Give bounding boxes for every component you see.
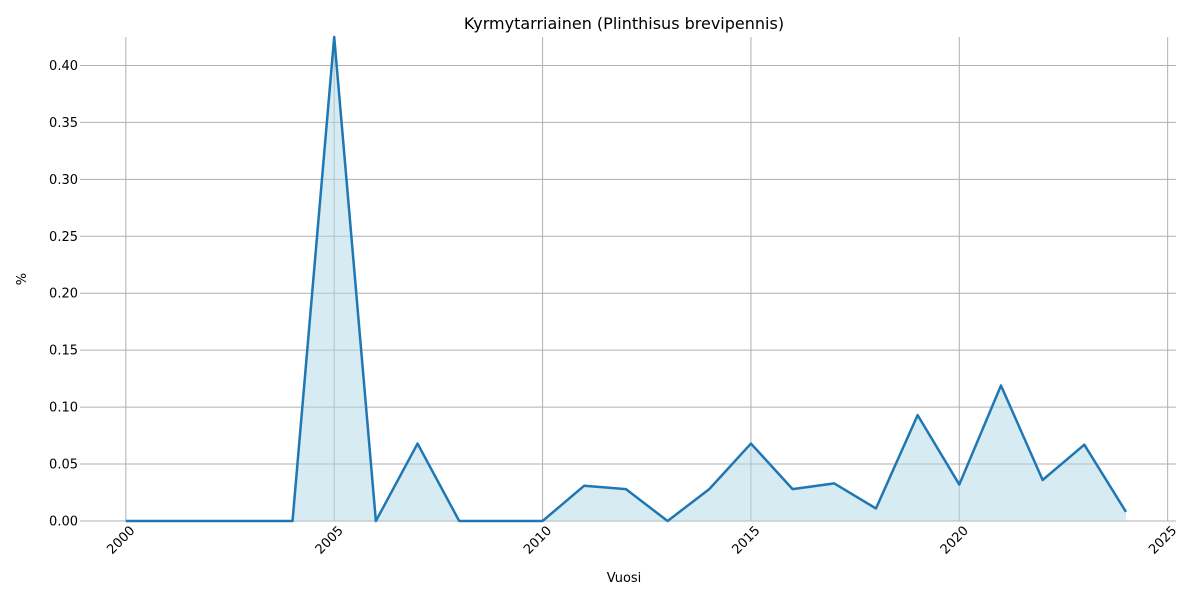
y-tick-label: 0.10 bbox=[49, 401, 78, 416]
y-tick-label: 0.35 bbox=[49, 116, 78, 131]
y-tick-label: 0.25 bbox=[49, 230, 78, 245]
x-tick-label: 2020 bbox=[938, 524, 972, 558]
x-axis-label: Vuosi bbox=[607, 571, 642, 586]
area-fill bbox=[126, 37, 1126, 521]
x-tick-label: 2015 bbox=[729, 524, 763, 558]
y-tick-label: 0.30 bbox=[49, 173, 78, 188]
y-tick-label: 0.20 bbox=[49, 287, 78, 302]
plot-area bbox=[126, 37, 1126, 521]
y-tick-label: 0.00 bbox=[49, 515, 78, 530]
chart-title: Kyrmytarriainen (Plinthisus brevipennis) bbox=[464, 14, 784, 33]
y-axis-ticks: 0.00 0.05 0.10 0.15 0.20 0.25 0.30 0.35 0.40 bbox=[49, 59, 78, 530]
x-tick-label: 2005 bbox=[313, 524, 347, 558]
x-tick-label: 2025 bbox=[1146, 524, 1180, 558]
x-tick-label: 2000 bbox=[104, 524, 138, 558]
y-axis-label: % bbox=[15, 273, 30, 285]
y-tick-label: 0.40 bbox=[49, 59, 78, 74]
x-tick-label: 2010 bbox=[521, 524, 555, 558]
x-axis-ticks: 2000 2005 2010 2015 2020 2025 bbox=[104, 524, 1180, 558]
y-tick-label: 0.05 bbox=[49, 458, 78, 473]
y-tick-label: 0.15 bbox=[49, 344, 78, 359]
